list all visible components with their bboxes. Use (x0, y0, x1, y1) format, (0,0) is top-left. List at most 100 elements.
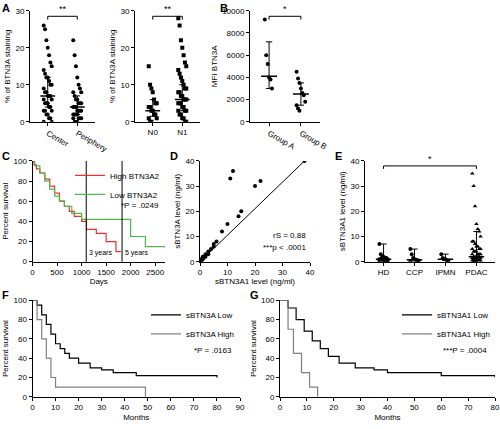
svg-text:B: B (220, 2, 228, 14)
svg-text:40: 40 (306, 268, 315, 277)
svg-text:sBTN3A1 Low: sBTN3A1 Low (437, 311, 488, 320)
svg-text:30: 30 (97, 403, 106, 412)
svg-text:PDAC: PDAC (465, 268, 487, 277)
svg-text:40: 40 (185, 157, 194, 166)
svg-text:3 years: 3 years (89, 249, 112, 257)
svg-text:20: 20 (18, 237, 27, 246)
svg-text:Days: Days (90, 277, 108, 286)
svg-text:30: 30 (120, 7, 129, 16)
svg-text:IPMN: IPMN (435, 268, 455, 277)
svg-text:Low BTN3A2: Low BTN3A2 (110, 190, 158, 199)
svg-text:0: 0 (30, 268, 35, 277)
svg-text:0: 0 (30, 403, 35, 412)
svg-text:10: 10 (350, 232, 359, 241)
svg-text:80: 80 (18, 177, 27, 186)
svg-text:0: 0 (125, 118, 130, 127)
svg-text:1000: 1000 (73, 268, 91, 277)
svg-text:0: 0 (240, 118, 245, 127)
svg-text:HD: HD (378, 268, 390, 277)
svg-text:20: 20 (329, 403, 338, 412)
svg-text:High BTN3A2: High BTN3A2 (110, 171, 159, 180)
svg-text:40: 40 (265, 354, 274, 363)
svg-text:G: G (250, 289, 259, 301)
svg-text:90: 90 (236, 403, 245, 412)
svg-text:40: 40 (18, 354, 27, 363)
svg-text:20: 20 (15, 44, 24, 53)
svg-text:20: 20 (120, 44, 129, 53)
svg-text:6000: 6000 (227, 51, 245, 60)
svg-text:80: 80 (212, 403, 221, 412)
svg-text:10: 10 (120, 81, 129, 90)
svg-text:sBTN3A1 High: sBTN3A1 High (437, 330, 490, 339)
svg-text:*: * (283, 4, 287, 14)
svg-text:10: 10 (51, 403, 60, 412)
svg-text:0: 0 (355, 257, 360, 266)
svg-text:10: 10 (223, 268, 232, 277)
svg-text:100: 100 (261, 296, 275, 305)
svg-text:60: 60 (18, 197, 27, 206)
svg-text:% of BTN3A staining: % of BTN3A staining (3, 30, 12, 103)
svg-text:8000: 8000 (227, 29, 245, 38)
svg-text:40: 40 (383, 403, 392, 412)
svg-text:sBTN3A Low: sBTN3A Low (186, 311, 232, 320)
svg-text:sBTN3A level (ng/ml): sBTN3A level (ng/ml) (173, 173, 182, 248)
svg-text:N0: N0 (148, 128, 159, 137)
svg-text:Percent survival: Percent survival (249, 320, 258, 377)
svg-text:% of BTN3A staining: % of BTN3A staining (108, 30, 117, 103)
svg-text:0: 0 (278, 403, 283, 412)
svg-text:100: 100 (14, 157, 28, 166)
svg-text:2500: 2500 (146, 268, 164, 277)
svg-text:0: 0 (20, 118, 25, 127)
svg-text:sBTN3A1 level (ng/ml): sBTN3A1 level (ng/ml) (338, 171, 347, 251)
svg-text:F: F (2, 289, 9, 301)
svg-text:20: 20 (74, 403, 83, 412)
svg-text:Group A: Group A (266, 129, 296, 152)
svg-text:20: 20 (185, 207, 194, 216)
svg-text:D: D (170, 150, 178, 162)
svg-text:40: 40 (350, 157, 359, 166)
svg-text:70: 70 (464, 403, 473, 412)
svg-text:60: 60 (265, 335, 274, 344)
svg-text:60: 60 (18, 335, 27, 344)
svg-text:40: 40 (120, 403, 129, 412)
svg-text:80: 80 (491, 403, 500, 412)
svg-text:0: 0 (190, 257, 195, 266)
svg-text:Periphery: Periphery (74, 129, 108, 154)
svg-text:0: 0 (22, 393, 27, 402)
svg-text:10: 10 (302, 403, 311, 412)
svg-text:500: 500 (50, 268, 64, 277)
svg-text:10: 10 (185, 232, 194, 241)
svg-text:60: 60 (437, 403, 446, 412)
svg-text:N1: N1 (177, 128, 188, 137)
svg-text:50: 50 (410, 403, 419, 412)
svg-text:E: E (335, 150, 342, 162)
svg-text:60: 60 (166, 403, 175, 412)
svg-text:*: * (428, 154, 432, 164)
svg-text:sBTN3A1 level (ng/ml): sBTN3A1 level (ng/ml) (215, 277, 295, 286)
svg-text:10: 10 (15, 81, 24, 90)
svg-text:2000: 2000 (227, 95, 245, 104)
svg-text:100: 100 (14, 296, 28, 305)
svg-text:*P = .0249: *P = .0249 (121, 201, 159, 210)
svg-text:***p < .0001: ***p < .0001 (263, 243, 306, 252)
svg-text:Months: Months (374, 413, 400, 422)
svg-text:MFI BTN3A: MFI BTN3A (210, 45, 219, 87)
svg-text:30: 30 (350, 182, 359, 191)
svg-text:CCP: CCP (406, 268, 423, 277)
svg-text:20: 20 (350, 207, 359, 216)
svg-text:20: 20 (265, 373, 274, 382)
svg-text:***P = .0004: ***P = .0004 (443, 346, 487, 355)
svg-text:20: 20 (251, 268, 260, 277)
svg-text:Percent survival: Percent survival (1, 320, 10, 377)
svg-text:Center: Center (45, 129, 71, 149)
svg-text:**: ** (164, 4, 172, 14)
svg-text:0: 0 (198, 268, 203, 277)
svg-text:80: 80 (265, 315, 274, 324)
svg-text:0: 0 (22, 257, 27, 266)
svg-text:**: ** (59, 4, 67, 14)
svg-text:A: A (2, 2, 10, 14)
svg-text:Percent survival: Percent survival (1, 183, 10, 240)
svg-text:80: 80 (18, 315, 27, 324)
svg-text:30: 30 (356, 403, 365, 412)
svg-text:30: 30 (278, 268, 287, 277)
